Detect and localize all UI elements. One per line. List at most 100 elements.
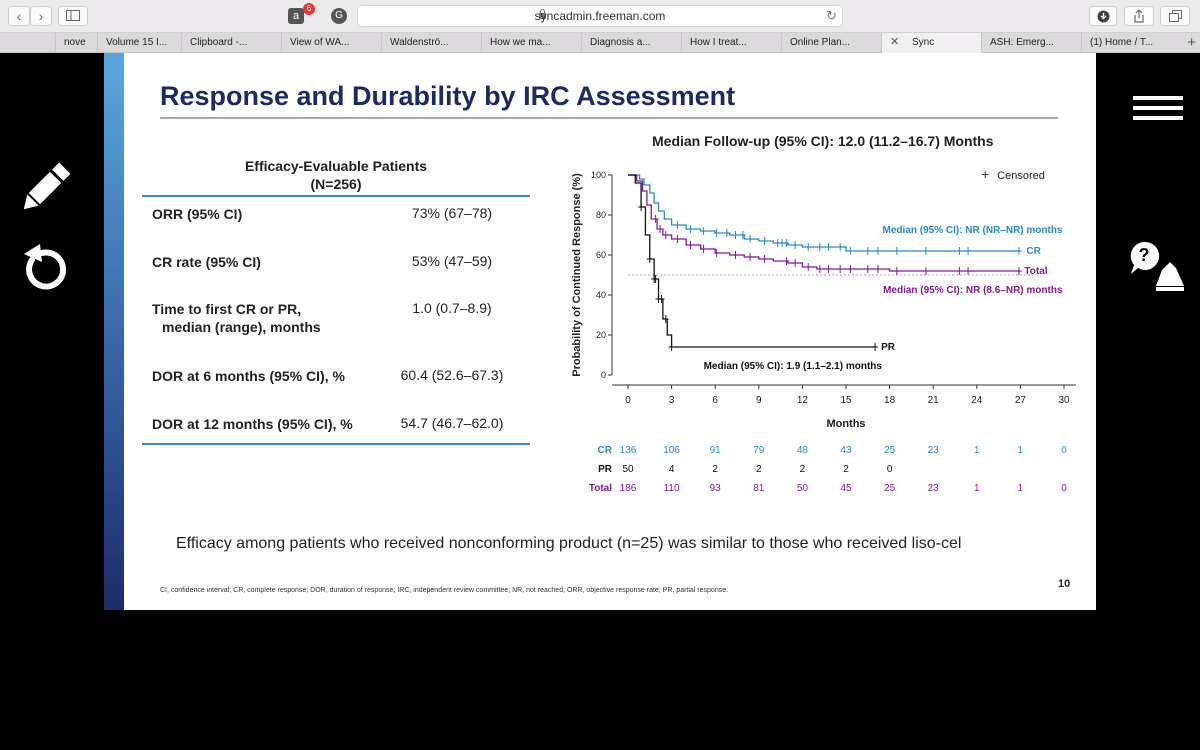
at-risk-value-total: 81	[753, 483, 765, 494]
share-button[interactable]	[1124, 6, 1154, 26]
censor-mark-cr	[847, 247, 854, 255]
tab-overview-button[interactable]	[1160, 6, 1190, 26]
downloads-button[interactable]	[1089, 6, 1117, 26]
row-value-cr-rate: 53% (47–59)	[411, 253, 493, 269]
censor-mark-total	[652, 215, 659, 223]
forward-button[interactable]: ›	[30, 6, 52, 26]
censor-mark-total	[956, 267, 963, 275]
tab-label: Clipboard -...	[190, 37, 248, 48]
tab[interactable]: Waldenströ...	[381, 33, 481, 53]
censor-mark-cr	[874, 247, 881, 255]
close-icon[interactable]: ✕	[890, 36, 900, 48]
median-annotation-total: Median (95% CI): NR (8.6–NR) months	[883, 285, 1063, 296]
tab[interactable]: Diagnosis a...	[581, 33, 681, 53]
censor-mark-cr	[1015, 247, 1022, 255]
address-bar[interactable]: syncadmin.freeman.com ↻	[357, 5, 843, 27]
censor-mark-cr	[747, 235, 754, 243]
tab[interactable]: View of WA...	[281, 33, 381, 53]
at-risk-value-total: 93	[710, 483, 722, 494]
censor-mark-total	[747, 253, 754, 261]
row-value-time-to-response: 1.0 (0.7–8.9)	[412, 300, 492, 316]
censor-mark-cr	[956, 247, 963, 255]
censor-mark-total	[1015, 267, 1022, 275]
grammarly-extension-icon[interactable]: G	[331, 8, 347, 24]
at-risk-value-cr: 1	[1018, 445, 1024, 456]
new-tab-button[interactable]: +	[1187, 34, 1196, 51]
at-risk-value-pr: 4	[669, 464, 675, 475]
censor-mark-total	[783, 257, 790, 265]
censor-mark-cr	[805, 243, 812, 251]
chart-title: Median Follow-up (95% CI): 12.0 (11.2–16…	[652, 133, 994, 149]
page-number: 10	[1058, 578, 1071, 590]
tab[interactable]: Online Plan...	[781, 33, 881, 53]
footer-message: Efficacy among patients who received non…	[176, 535, 962, 552]
amazon-extension-icon[interactable]: a	[288, 8, 304, 24]
censor-mark-cr	[864, 247, 871, 255]
tab[interactable]: How I treat...	[681, 33, 781, 53]
at-risk-value-total: 1	[1018, 483, 1024, 494]
x-tick-label: 15	[840, 395, 852, 406]
menu-icon[interactable]	[1133, 96, 1183, 122]
share-icon	[1134, 9, 1144, 23]
tab-label: ASH: Emerg...	[990, 37, 1054, 48]
censor-mark-cr	[700, 227, 707, 235]
tab[interactable]: Clipboard -...	[181, 33, 281, 53]
censor-mark-pr	[662, 315, 669, 323]
table-top-rule	[142, 195, 530, 197]
at-risk-value-pr: 50	[622, 464, 634, 475]
censor-mark-cr	[739, 231, 746, 239]
sidebar-toggle-button[interactable]	[58, 6, 88, 26]
tab[interactable]: (1) Home / T...	[1081, 33, 1173, 53]
censor-mark-cr	[674, 221, 681, 229]
censor-mark-cr	[816, 243, 823, 251]
censor-mark-cr	[783, 239, 790, 247]
svg-text:?: ?	[1139, 245, 1150, 265]
tab[interactable]: Volume 15 I...	[97, 33, 181, 53]
y-tick-label: 60	[596, 250, 606, 260]
undo-icon[interactable]	[20, 240, 68, 292]
row-label-line1: Time to first CR or PR,	[152, 301, 302, 317]
at-risk-value-cr: 106	[663, 445, 680, 456]
at-risk-value-cr: 91	[710, 445, 722, 456]
pencil-icon[interactable]	[20, 160, 70, 216]
tab-label: Sync	[912, 37, 935, 48]
censor-mark-total	[662, 231, 669, 239]
censor-mark-total	[713, 249, 720, 257]
censor-mark-cr	[837, 243, 844, 251]
at-risk-value-cr: 25	[884, 445, 896, 456]
table-heading-text: Efficacy-Evaluable Patients	[244, 158, 428, 174]
censor-mark-total	[825, 265, 832, 273]
tab-label: Online Plan...	[790, 37, 851, 48]
y-tick-label: 0	[601, 370, 606, 380]
at-risk-value-pr: 2	[800, 464, 806, 475]
censor-mark-cr	[713, 229, 720, 237]
title-divider	[160, 117, 1058, 119]
at-risk-value-total: 25	[884, 483, 896, 494]
x-tick-label: 30	[1058, 395, 1070, 406]
censor-mark-total	[732, 251, 739, 259]
at-risk-value-total: 186	[620, 483, 637, 494]
tab[interactable]: ASH: Emerg...	[981, 33, 1081, 53]
censor-mark-pr	[658, 295, 665, 303]
x-tick-label: 6	[712, 395, 718, 406]
reload-icon[interactable]: ↻	[826, 8, 837, 23]
tab-label: Volume 15 I...	[106, 37, 168, 48]
censor-mark-total	[700, 245, 707, 253]
x-tick-label: 9	[756, 395, 762, 406]
tab-active[interactable]: ✕ Sync	[881, 33, 981, 53]
at-risk-value-cr: 0	[1061, 445, 1067, 456]
censor-mark-cr	[922, 247, 929, 255]
tab[interactable]: nove	[55, 33, 97, 53]
row-label-cr-rate: CR rate (95% CI)	[152, 254, 261, 270]
median-annotation-cr: Median (95% CI): NR (NR–NR) months	[883, 225, 1063, 236]
help-icon[interactable]: ?	[1128, 240, 1188, 294]
tab-label: Waldenströ...	[390, 37, 449, 48]
back-button[interactable]: ‹	[8, 6, 30, 26]
at-risk-value-cr: 1	[974, 445, 980, 456]
at-risk-label-total: Total	[589, 483, 612, 494]
row-label-dor-12: DOR at 12 months (95% CI), %	[152, 416, 353, 432]
at-risk-value-pr: 0	[887, 464, 893, 475]
censor-mark-total	[837, 265, 844, 273]
x-tick-label: 27	[1015, 395, 1027, 406]
tab[interactable]: How we ma...	[481, 33, 581, 53]
